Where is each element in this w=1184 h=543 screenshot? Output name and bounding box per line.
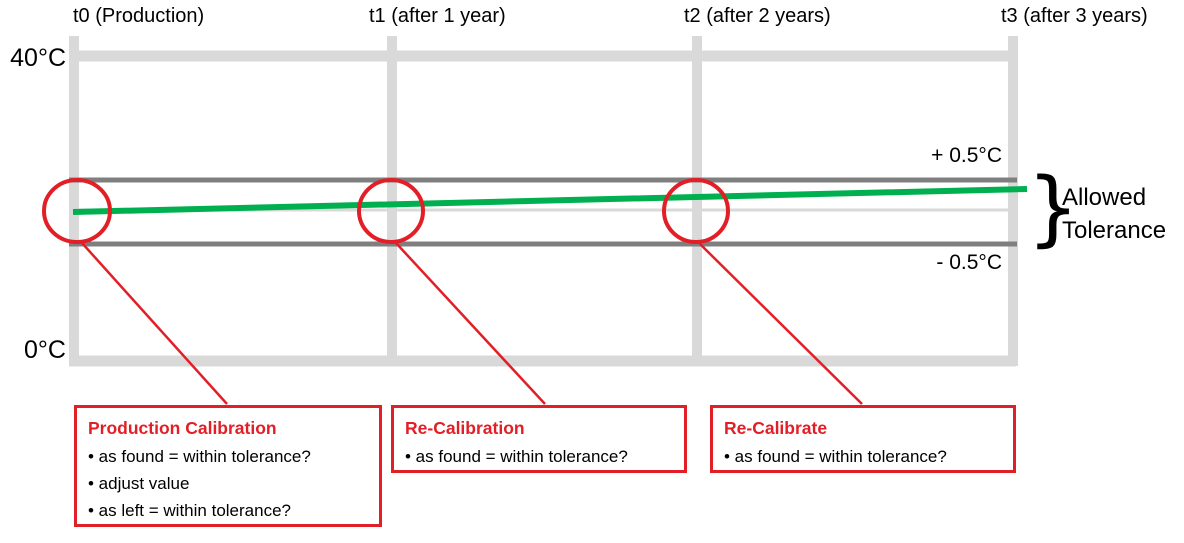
- allowed-tolerance-label: Allowed Tolerance: [1062, 184, 1167, 244]
- callout-bullet: • as left = within tolerance?: [88, 501, 291, 520]
- leader-line-t1: [395, 242, 546, 405]
- callout-bullet: • as found = within tolerance?: [88, 447, 311, 466]
- calibration-circle-t2: [662, 178, 730, 244]
- callout-re-calibration: Re-Calibration • as found = within toler…: [391, 405, 687, 473]
- callout-title: Re-Calibrate: [724, 418, 828, 438]
- leader-line-t2: [699, 243, 863, 405]
- callout-title: Production Calibration: [88, 418, 277, 438]
- leader-line-t0: [81, 242, 228, 405]
- callout-re-calibrate: Re-Calibrate • as found = within toleran…: [710, 405, 1016, 473]
- axis-label-40c: 40°C: [10, 44, 66, 72]
- callout-bullet: • as found = within tolerance?: [405, 447, 628, 466]
- lower-tolerance-label: - 0.5°C: [936, 251, 1002, 274]
- time-label-t1: t1 (after 1 year): [369, 5, 506, 27]
- callout-title: Re-Calibration: [405, 418, 525, 438]
- calibration-circle-t1: [357, 178, 425, 244]
- tolerance-brace: }: [1027, 161, 1080, 256]
- time-label-t0: t0 (Production): [73, 5, 205, 27]
- drift-line: [72, 186, 1028, 215]
- time-label-t3: t3 (after 3 years): [1001, 5, 1148, 27]
- axis-label-0c: 0°C: [24, 336, 66, 364]
- callout-bullet: • adjust value: [88, 474, 190, 493]
- time-label-t2: t2 (after 2 years): [684, 5, 831, 27]
- upper-tolerance-label: + 0.5°C: [931, 144, 1002, 167]
- callout-bullet: • as found = within tolerance?: [724, 447, 947, 466]
- callout-production-calibration: Production Calibration • as found = with…: [74, 405, 382, 527]
- calibration-circle-t0: [42, 178, 112, 244]
